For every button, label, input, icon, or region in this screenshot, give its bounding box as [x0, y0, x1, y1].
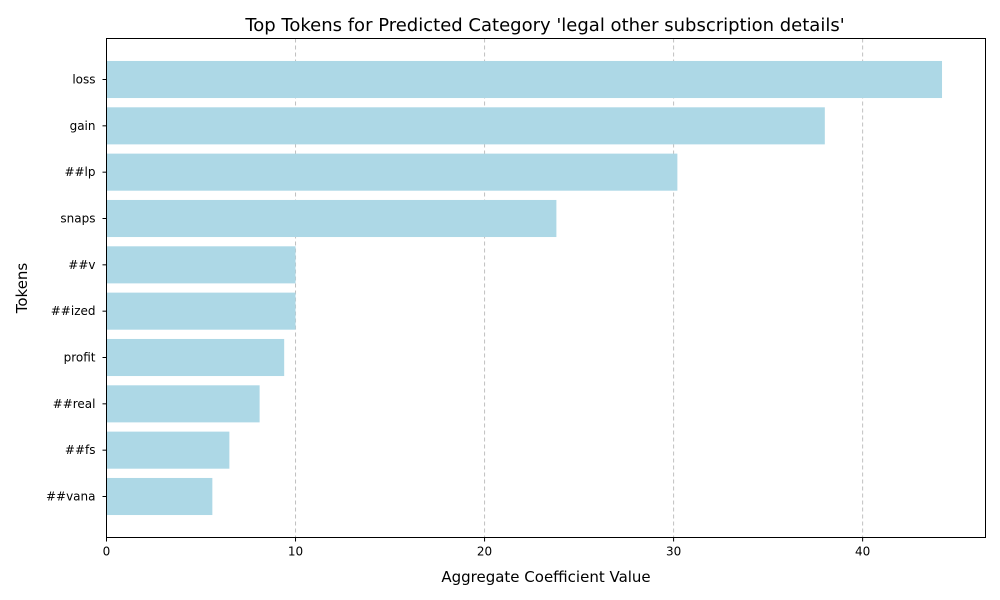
chart-title: Top Tokens for Predicted Category 'legal… [244, 15, 844, 36]
bar-gain [106, 107, 825, 145]
x-tick-label: 0 [103, 545, 111, 559]
x-tick-label: 30 [666, 545, 681, 559]
bar-snaps [106, 199, 557, 238]
y-tick-label: ##vana [46, 490, 96, 504]
y-tick-label: loss [72, 73, 95, 87]
x-tick-label: 10 [288, 545, 303, 559]
y-tick-label: profit [64, 351, 96, 365]
bar-v [106, 246, 296, 284]
bar-lp [106, 153, 678, 191]
bar-loss [106, 60, 943, 99]
x-tick-label: 40 [855, 545, 870, 559]
y-tick-label: ##v [68, 258, 95, 272]
bar-vana [106, 477, 213, 516]
y-tick-label: gain [70, 119, 96, 133]
bar-profit [106, 338, 285, 377]
plot-frame [106, 38, 986, 538]
y-tick-label: ##lp [64, 165, 95, 179]
y-axis-ticks: loss gain ##lp snaps ##v ##ized profit ##real ##… [46, 73, 107, 504]
x-axis-label: Aggregate Coefficient Value [441, 568, 650, 586]
y-tick-label: ##real [53, 397, 96, 411]
y-axis-label: Tokens [13, 263, 31, 315]
y-tick-label: snaps [60, 212, 95, 226]
y-tick-label: ##ized [51, 304, 96, 318]
x-tick-label: 20 [477, 545, 492, 559]
x-axis-ticks: 0 10 20 30 40 [103, 537, 870, 559]
bar-ized [106, 292, 296, 330]
y-tick-label: ##fs [65, 443, 96, 457]
bar-fs [106, 431, 230, 469]
bar-real [106, 385, 260, 423]
bars [106, 60, 943, 516]
